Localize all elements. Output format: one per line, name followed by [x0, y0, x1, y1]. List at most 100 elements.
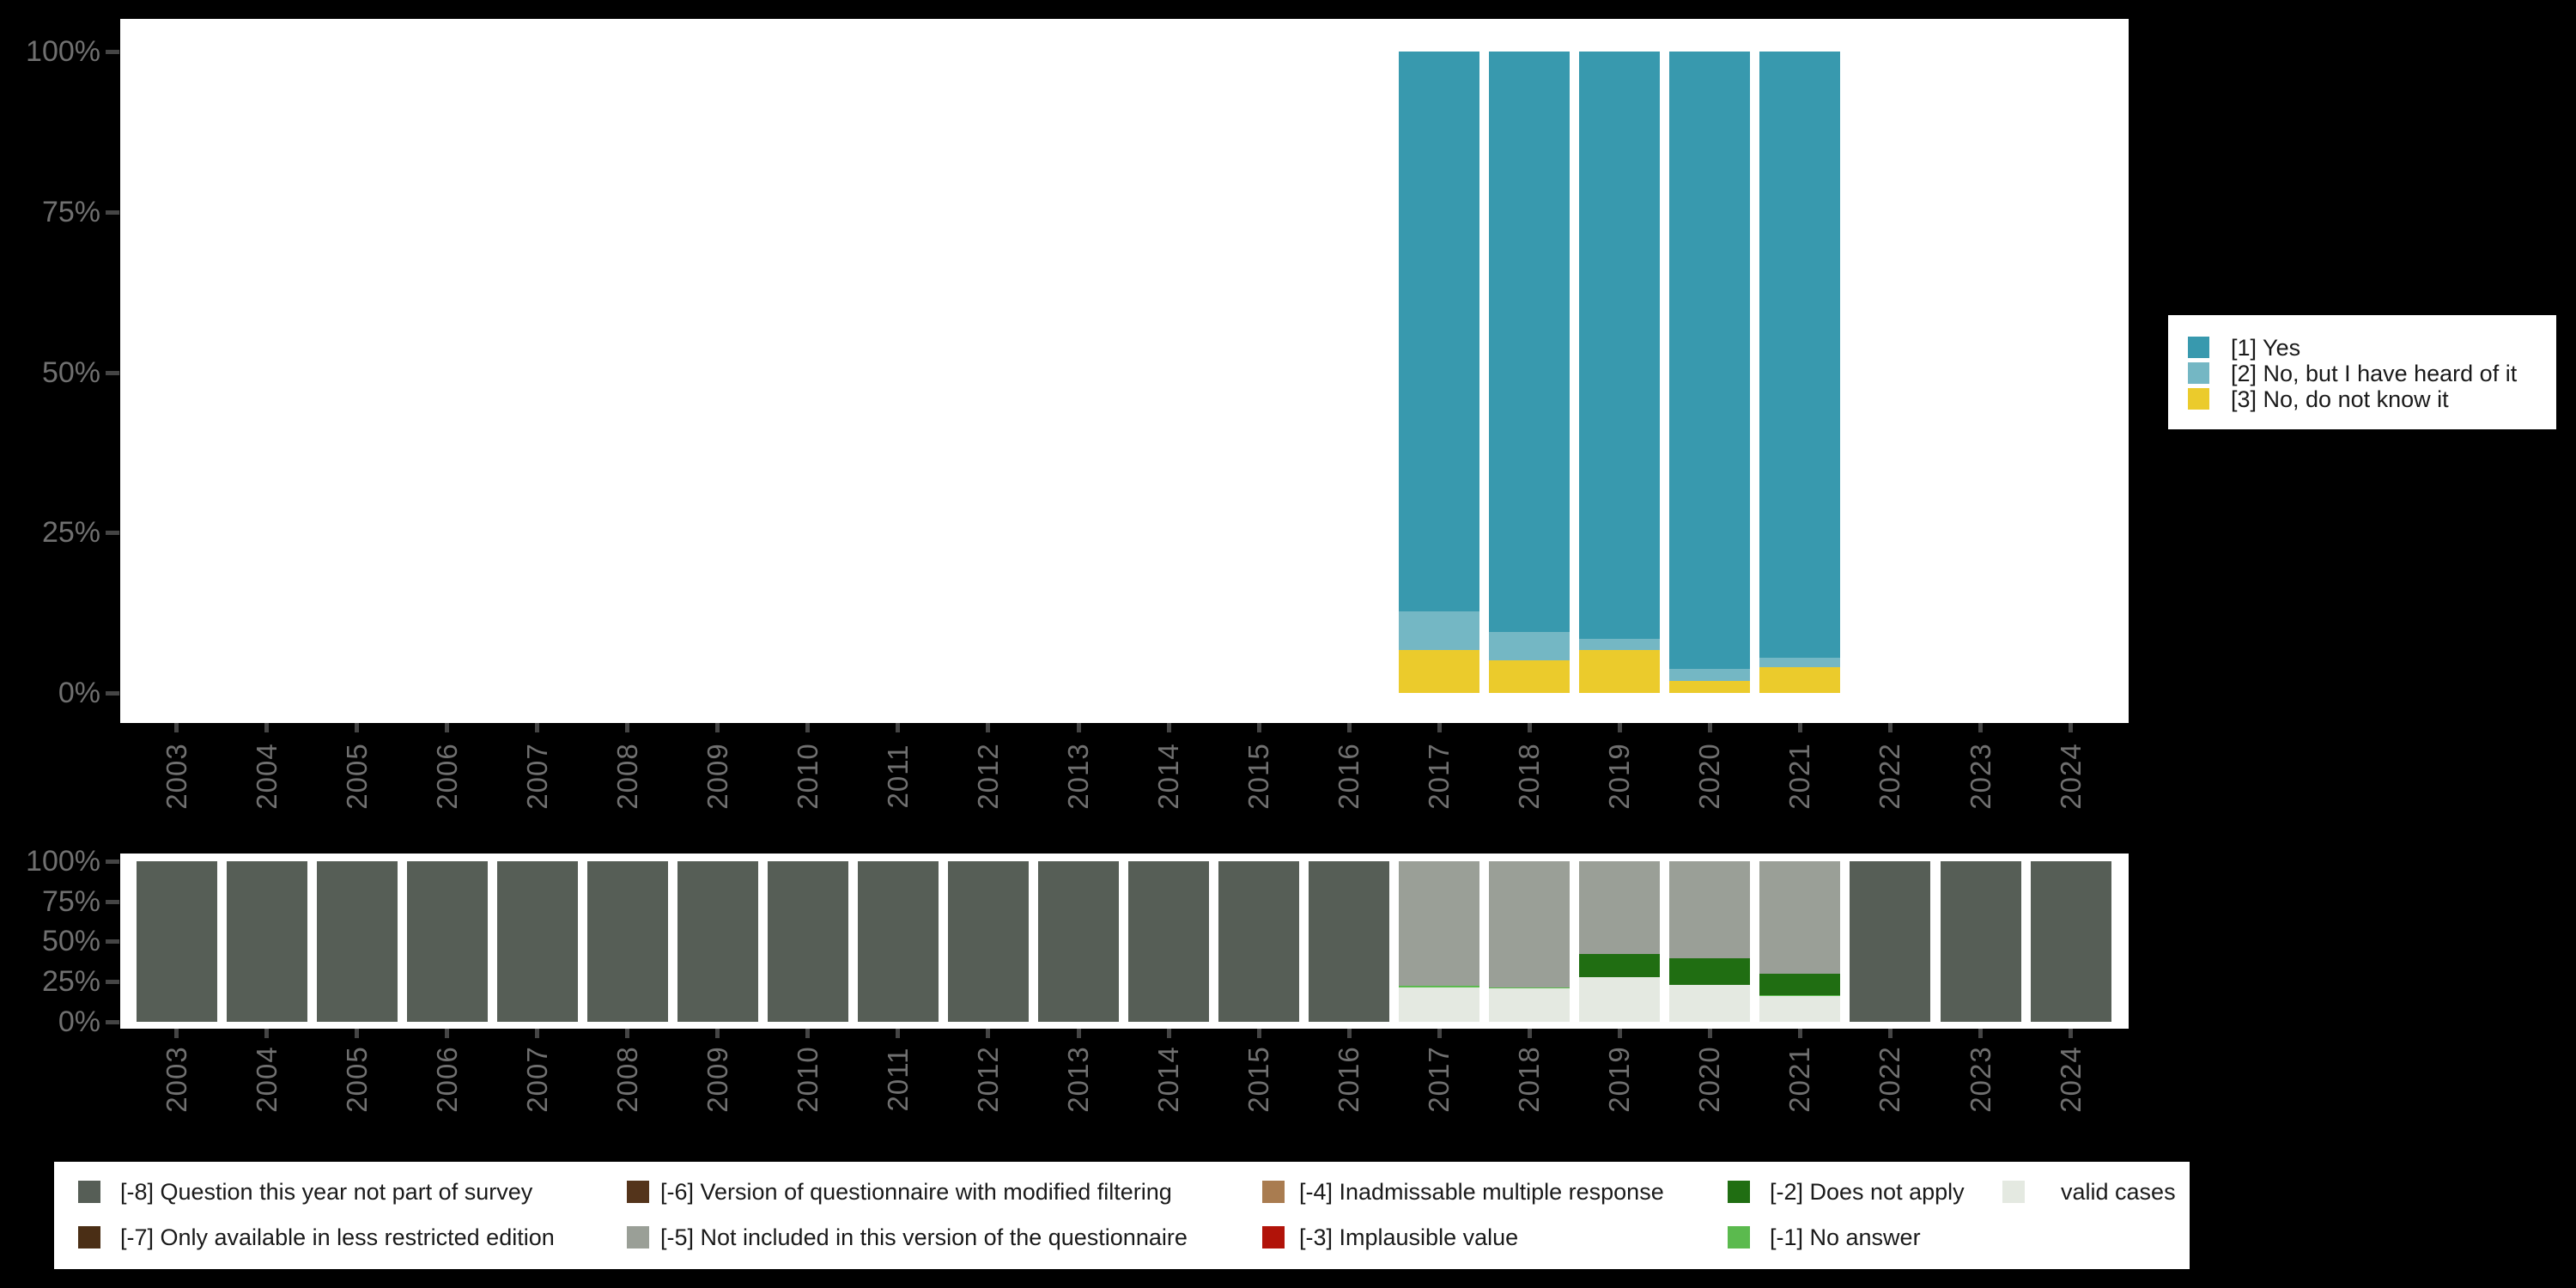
bar-segment-2014: [1128, 861, 1210, 1022]
bar-segment-2003: [136, 861, 217, 1022]
x-axis-tick: [445, 1029, 450, 1038]
x-axis-year-label: 2011: [881, 744, 914, 809]
y-axis-tick: [106, 691, 119, 696]
x-axis-year-label: 2019: [1603, 743, 1636, 810]
x-axis-year-label: 2008: [611, 743, 643, 810]
y-axis-tick: [106, 980, 119, 984]
bar-segment-2019: [1579, 953, 1661, 977]
y-axis-tick: [106, 900, 119, 904]
x-axis-tick: [896, 723, 901, 732]
y-axis-label: 100%: [26, 35, 100, 68]
x-axis-year-label: 2007: [520, 1046, 553, 1113]
legend-swatch-icon: [2188, 362, 2209, 384]
legend-swatch-icon: [1262, 1181, 1285, 1203]
legend-item-label: [-1] No answer: [1770, 1224, 1921, 1250]
bar-segment-2018: [1489, 861, 1571, 988]
x-axis-year-label: 2014: [1152, 1046, 1185, 1113]
x-axis-tick: [355, 1029, 360, 1038]
x-axis-year-label: 2024: [2054, 743, 2087, 810]
x-axis-tick: [1166, 1029, 1171, 1038]
legend-item-label: [1] Yes: [2231, 334, 2301, 361]
x-axis-tick: [1437, 1029, 1442, 1038]
y-axis-label: 25%: [41, 516, 100, 549]
legend-item: [2] No, but I have heard of it: [2188, 361, 2517, 386]
y-axis-tick: [106, 939, 119, 944]
x-axis-year-label: 2006: [430, 743, 463, 810]
x-axis-tick: [1617, 1029, 1622, 1038]
bar-segment-2021: [1759, 667, 1841, 693]
x-axis-tick: [264, 723, 270, 732]
x-axis-year-label: 2004: [250, 1046, 283, 1113]
x-axis-tick: [1166, 723, 1171, 732]
y-axis-tick: [106, 50, 119, 54]
x-axis-tick: [1797, 1029, 1802, 1038]
y-axis-label: 100%: [26, 845, 100, 878]
x-axis-year-label: 2015: [1242, 1046, 1275, 1113]
x-axis-year-label: 2009: [701, 743, 733, 810]
bar-segment-2021: [1759, 51, 1841, 658]
legend-swatch-icon: [2188, 388, 2209, 410]
x-axis-year-label: 2003: [160, 1046, 192, 1113]
x-axis-year-label: 2016: [1333, 743, 1365, 810]
x-axis-tick: [1978, 1029, 1983, 1038]
x-axis-tick: [1887, 723, 1893, 732]
legend-swatch-icon: [2002, 1181, 2025, 1203]
bar-segment-2005: [316, 861, 398, 1022]
x-axis-tick: [2069, 723, 2074, 732]
x-axis-year-label: 2022: [1874, 1046, 1906, 1113]
x-axis-tick: [174, 723, 179, 732]
bar-segment-2018: [1489, 52, 1571, 633]
bar-segment-2019: [1579, 650, 1661, 693]
x-axis-year-label: 2017: [1423, 1046, 1455, 1113]
bar-segment-2020: [1669, 957, 1751, 985]
y-axis-label: 75%: [41, 196, 100, 228]
bar-segment-2020: [1669, 985, 1751, 1022]
x-axis-year-label: 2021: [1783, 743, 1816, 810]
bar-segment-2013: [1038, 861, 1119, 1022]
legend-item: [3] No, do not know it: [2188, 386, 2449, 412]
x-axis-year-label: 2009: [701, 1046, 733, 1113]
response-legend: [1] Yes [2] No, but I have heard of it [3]…: [2168, 315, 2556, 429]
x-axis-tick: [1617, 723, 1622, 732]
x-axis-tick: [1256, 1029, 1261, 1038]
legend-swatch-icon: [78, 1226, 100, 1249]
bar-segment-2021: [1759, 994, 1841, 997]
bar-segment-2019: [1579, 977, 1661, 1022]
x-axis-year-label: 2017: [1423, 743, 1455, 810]
bar-segment-2024: [2030, 861, 2111, 1022]
x-axis-tick: [625, 1029, 630, 1038]
x-axis-year-label: 2013: [1062, 743, 1094, 810]
x-axis-year-label: 2023: [1964, 743, 1996, 810]
x-axis-tick: [1707, 723, 1712, 732]
bar-segment-2019: [1579, 861, 1661, 955]
x-axis-tick: [1797, 723, 1802, 732]
legend-item-label: [-4] Inadmissable multiple response: [1299, 1179, 1664, 1205]
x-axis-year-label: 2018: [1513, 1046, 1546, 1113]
bar-segment-2008: [586, 861, 668, 1022]
x-axis-year-label: 2014: [1152, 743, 1185, 810]
x-axis-year-label: 2019: [1603, 1046, 1636, 1113]
x-axis-tick: [1887, 1029, 1893, 1038]
x-axis-tick: [1978, 723, 1983, 732]
x-axis-tick: [355, 723, 360, 732]
legend-item-label: [-2] Does not apply: [1770, 1179, 1965, 1205]
bar-segment-2007: [496, 861, 578, 1022]
x-axis-year-label: 2008: [611, 1046, 643, 1113]
x-axis-tick: [986, 723, 991, 732]
x-axis-year-label: 2004: [250, 743, 283, 810]
x-axis-tick: [2069, 1029, 2074, 1038]
x-axis-tick: [805, 1029, 811, 1038]
bar-segment-2011: [857, 861, 939, 1022]
x-axis-tick: [625, 723, 630, 732]
x-axis-tick: [1076, 1029, 1081, 1038]
x-axis-year-label: 2006: [430, 1046, 463, 1113]
y-axis-tick: [106, 210, 119, 215]
bar-segment-2020: [1669, 668, 1751, 681]
x-axis-year-label: 2011: [881, 1047, 914, 1112]
y-axis-tick: [106, 860, 119, 864]
x-axis-tick: [986, 1029, 991, 1038]
x-axis-tick: [1256, 723, 1261, 732]
legend-swatch-icon: [627, 1226, 649, 1249]
bar-segment-2010: [767, 861, 848, 1022]
